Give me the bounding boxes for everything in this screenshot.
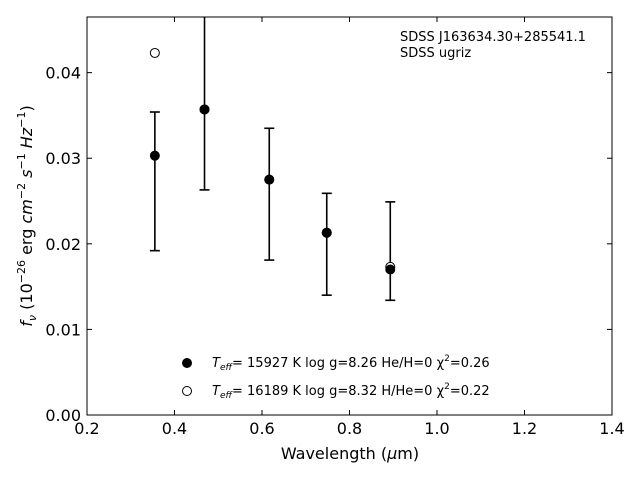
y-label-cm-exp: −2 (15, 183, 28, 199)
legend-marker-filled (182, 358, 192, 368)
y-tick-label: 0.01 (45, 320, 81, 339)
x-tick-label: 1.0 (424, 419, 449, 438)
model-point-open (149, 47, 160, 58)
y-label-s-exp: −1 (15, 153, 28, 169)
legend-1-chi-exp: 2 (444, 354, 450, 364)
y-label-hz: Hz (17, 127, 36, 153)
legend-entry-1: Teff= 15927 K log g=8.26 He/H=0 χ2=0.26 (212, 354, 490, 373)
model-point-filled (199, 104, 210, 115)
y-tick-label: 0.04 (45, 64, 81, 83)
legend-2-tail: =0.22 (450, 384, 490, 399)
y-label-close: ) (17, 105, 36, 111)
y-tick-label: 0.00 (45, 406, 81, 425)
y-axis-label: fν (10−26 erg cm−2 s−1 Hz−1) (15, 105, 39, 326)
legend-1-tail: =0.26 (450, 356, 490, 371)
x-axis-label-main: Wavelength ( (281, 444, 387, 463)
chart-marks (149, 17, 396, 302)
annotation-object-name: SDSS J163634.30+285541.1 (400, 30, 586, 45)
x-tick-label: 0.8 (337, 419, 362, 438)
x-tick-label: 0.6 (249, 419, 274, 438)
legend-1-text: = 15927 K log g=8.26 He/H=0 χ (232, 356, 445, 371)
y-label-s: s (17, 170, 36, 183)
x-tick-label: 1.2 (512, 419, 537, 438)
x-tick-label: 1.4 (599, 419, 624, 438)
y-tick-label: 0.02 (45, 235, 81, 254)
legend-entry-2: Teff= 16189 K log g=8.32 H/He=0 χ2=0.22 (212, 382, 490, 401)
y-label-cm: cm (17, 199, 36, 223)
annotation-photometry: SDSS ugriz (400, 46, 471, 61)
y-label-f: f (17, 319, 36, 327)
legend-2-text: = 16189 K log g=8.32 H/He=0 χ (232, 384, 445, 399)
x-axis-label-unit: m) (397, 444, 419, 463)
x-axis-label-mu: μ (386, 444, 397, 463)
axis-ticks: 0.2 0.4 0.6 0.8 1.0 1.2 1.4 0.00 0.01 0.02 0.03 0.0… (45, 17, 625, 438)
legend-2-teff-sub: eff (220, 391, 234, 401)
legend-1-teff: T (212, 356, 221, 371)
model-point-filled (264, 174, 275, 185)
legend: Teff= 15927 K log g=8.26 He/H=0 χ2=0.26 … (182, 354, 490, 401)
y-label-hz-exp: −1 (15, 112, 28, 128)
legend-marker-open (182, 386, 192, 396)
legend-1-teff-sub: eff (220, 363, 234, 373)
model-point-filled (385, 264, 396, 275)
x-axis-label: Wavelength (μm) (281, 444, 419, 463)
x-tick-label: 0.2 (74, 419, 99, 438)
x-tick-label: 0.4 (162, 419, 187, 438)
y-label-exp: −26 (15, 260, 28, 283)
model-point-filled (149, 150, 160, 161)
y-tick-label: 0.03 (45, 149, 81, 168)
y-label-sub: ν (26, 315, 39, 321)
legend-2-teff: T (212, 384, 221, 399)
y-label-open: (10 (17, 283, 36, 315)
y-label-units: erg (17, 224, 36, 260)
model-point-filled (321, 227, 332, 238)
legend-2-chi-exp: 2 (444, 382, 450, 392)
